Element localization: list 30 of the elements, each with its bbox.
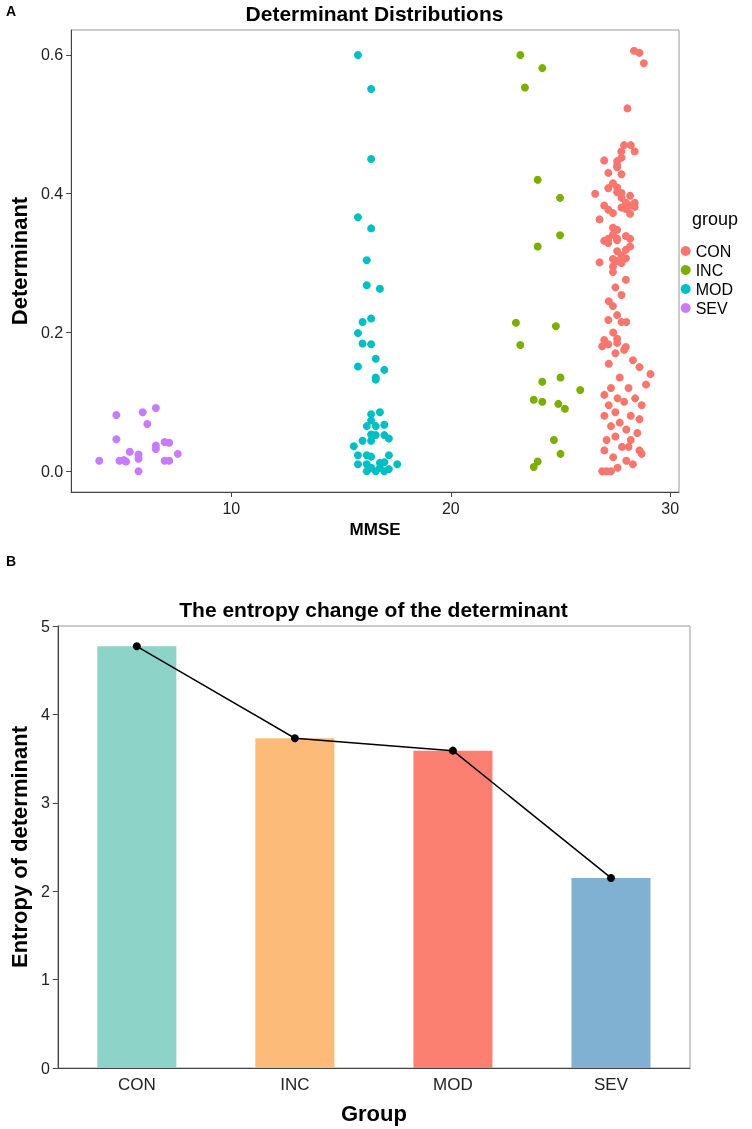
y-tick-label: 0.4 [40, 185, 64, 203]
legend-label: SEV [695, 299, 729, 317]
x-tick-label: MOD [433, 1075, 473, 1094]
y-tick-label: 5 [40, 617, 50, 635]
text: A [6, 3, 17, 19]
y-tick-label: 2 [40, 882, 50, 900]
y-tick-label: 3 [40, 794, 50, 812]
legend-label: INC [695, 261, 724, 279]
legend-label: MOD [695, 280, 733, 298]
x-tick-label: 10 [222, 499, 241, 517]
y-tick-label: 1 [40, 971, 50, 989]
x-tick-label: 30 [661, 499, 680, 517]
x-tick-label: CON [117, 1075, 156, 1094]
y-tick-label: 0.6 [40, 46, 64, 64]
x-axis-title: Group [340, 1100, 407, 1126]
y-axis-title: Entropy of determinant [6, 725, 32, 969]
x-tick-label: 20 [441, 499, 460, 517]
x-tick-label: SEV [593, 1075, 629, 1094]
y-axis-title: Determinant [6, 196, 32, 326]
text: B [6, 553, 17, 569]
x-axis-title: MMSE [349, 519, 401, 539]
y-tick-label: 0.2 [40, 323, 64, 341]
y-tick-label: 0.0 [40, 462, 64, 480]
legend-label: CON [695, 242, 732, 260]
chart-title: Determinant Distributions [245, 2, 504, 25]
y-tick-label: 4 [40, 705, 50, 723]
y-tick-label: 0 [40, 1059, 50, 1077]
x-tick-label: INC [280, 1075, 310, 1094]
chart-title: The entropy change of the determinant [179, 598, 568, 621]
legend-title: group [691, 209, 739, 229]
